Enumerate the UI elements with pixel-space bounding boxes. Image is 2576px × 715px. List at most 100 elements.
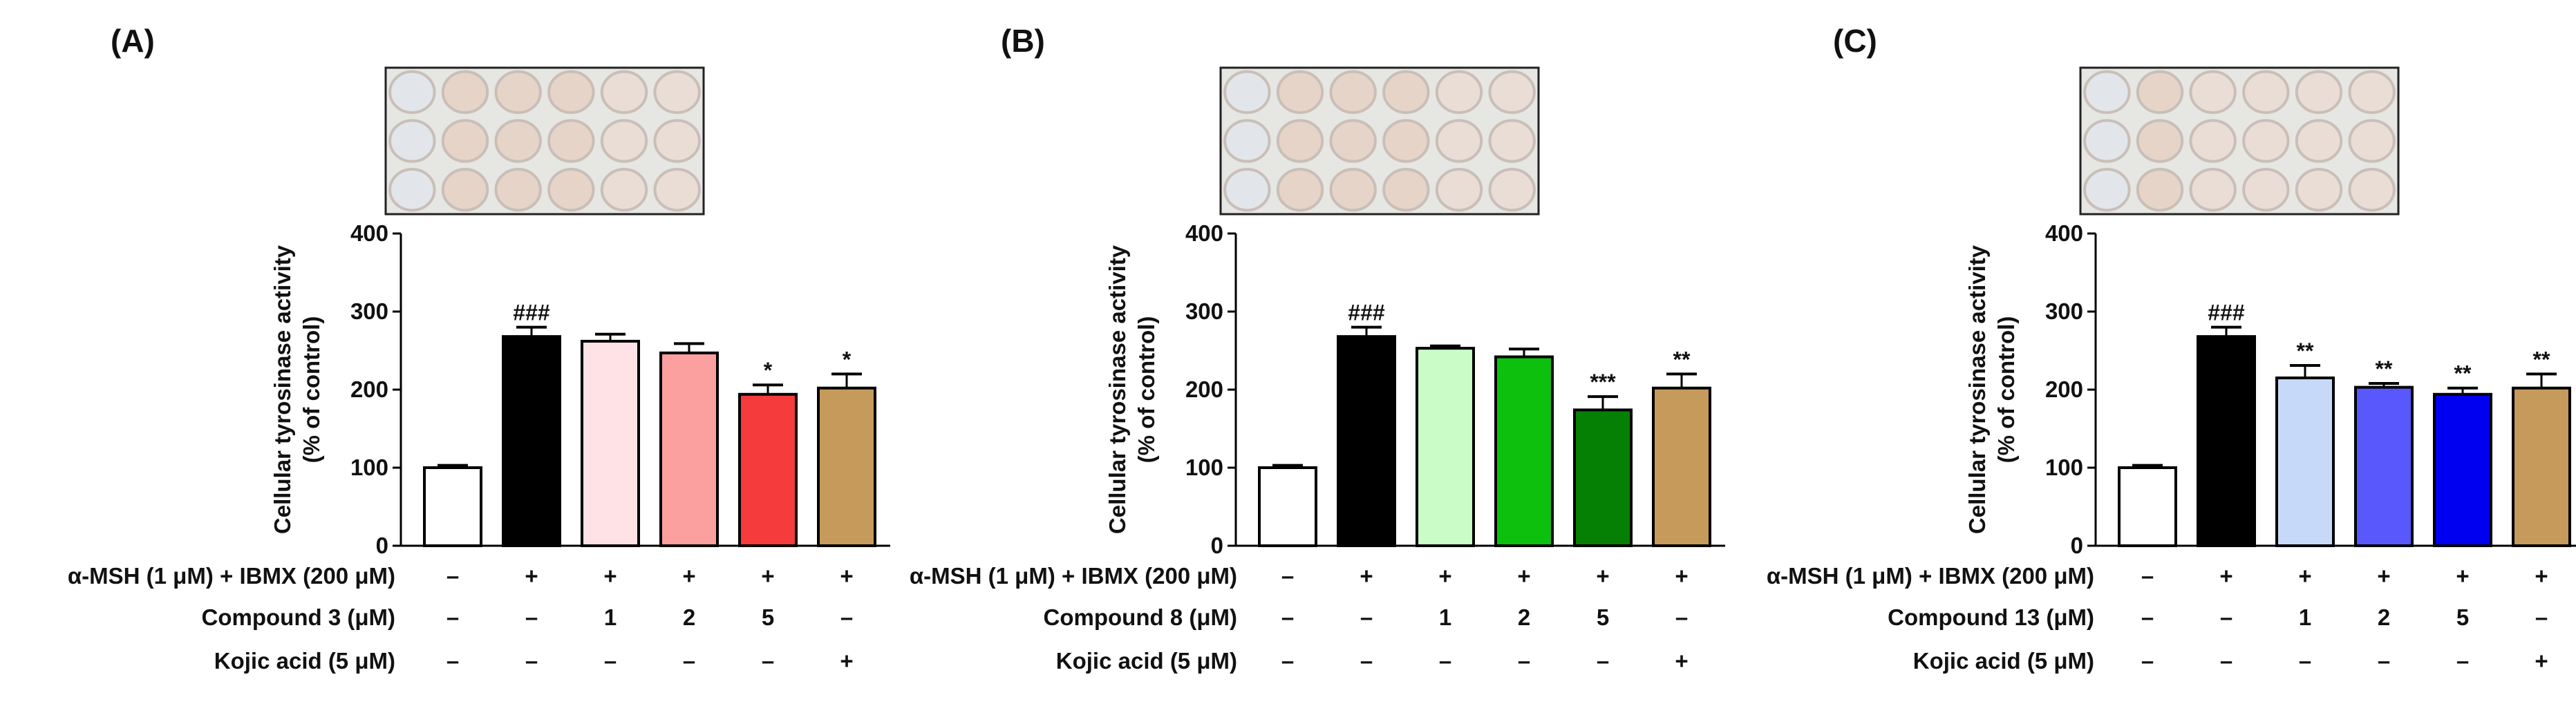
table-cell: – [2456,648,2469,674]
bar [2433,392,2492,548]
table-cell: 1 [1439,604,1451,630]
table-cell: 2 [1518,604,1530,630]
plate-well [441,167,489,212]
plate-well [1435,119,1483,163]
bar [1573,408,1633,547]
table-cell: + [840,648,853,674]
plate-well [547,167,595,212]
y-tick-label: 400 [2045,220,2083,246]
table-row-label: Kojic acid (5 μM) [1056,648,1237,674]
y-tick-label: 0 [376,533,388,558]
table-cell: 2 [683,604,695,630]
plate-well [1223,119,1271,163]
table-row-label: Compound 8 (μM) [1044,604,1237,630]
bar [1337,335,1396,547]
significance-label: ** [2454,361,2472,386]
table-cell: + [2298,563,2311,589]
y-axis-subtitle: (% of control) [299,316,324,464]
bar [502,335,561,547]
table-cell: – [2141,563,2154,589]
bar [581,339,640,547]
bar [2197,335,2256,547]
plate-well [1382,167,1430,212]
plate-well [2136,167,2184,212]
y-tick-label: 100 [1185,455,1223,480]
table-cell: + [1675,563,1688,589]
table-cell: + [603,563,617,589]
bar [817,386,876,547]
plate-well [494,119,542,163]
plate-well [2189,70,2237,115]
table-cell: + [761,563,774,589]
significance-label: * [843,347,852,372]
plate-well [1435,70,1483,115]
panel-label: (C) [1833,23,1877,59]
plate-well [600,119,648,163]
y-tick-label: 400 [1185,220,1223,246]
plate-well [653,70,701,115]
bar [738,392,798,548]
plate-well [2083,119,2131,163]
plate-well [1276,119,1324,163]
significance-label: ** [2533,347,2550,372]
table-cell: + [682,563,695,589]
plate-well [1276,167,1324,212]
plate-well [1488,70,1536,115]
y-tick-label: 300 [2045,298,2083,324]
table-cell: 5 [762,604,774,630]
table-cell: 5 [1597,604,1609,630]
plate-well [2242,119,2290,163]
panel-label: (B) [1001,23,1045,59]
plate-photo [1219,66,1540,216]
significance-label: ### [2208,301,2245,325]
plate-well [2295,167,2343,212]
plate-well [2083,167,2131,212]
table-cell: – [2299,648,2311,674]
table-cell: + [1517,563,1530,589]
table-cell: + [2535,648,2548,674]
bar [1258,466,1317,547]
plate-well [1488,119,1536,163]
plate-well [1329,119,1377,163]
plate-well [2136,70,2184,115]
y-tick-label: 200 [350,376,388,402]
table-cell: – [683,648,695,674]
plate-well [600,167,648,212]
plate-well [547,70,595,115]
table-cell: 1 [604,604,617,630]
table-cell: – [446,563,459,589]
table-cell: – [1518,648,1530,674]
plate-well [2348,70,2396,115]
table-cell: – [525,648,538,674]
table-cell: – [2535,604,2548,630]
plate-well [441,119,489,163]
plate-well [600,70,648,115]
plate-well [2348,119,2396,163]
bar [2354,385,2414,547]
plate-well [494,70,542,115]
table-cell: + [2456,563,2469,589]
plate-well [1382,70,1430,115]
table-cell: – [1360,604,1373,630]
plate-well [653,167,701,212]
table-cell: + [525,563,538,589]
table-cell: + [1438,563,1451,589]
bar [659,351,719,547]
plate-well [388,70,436,115]
y-axis-subtitle: (% of control) [1134,316,1159,464]
significance-label: ### [513,301,550,325]
plate-well [2242,70,2290,115]
y-tick-label: 100 [350,455,388,480]
table-cell: + [2535,563,2548,589]
bar [2118,466,2177,547]
plate-well [1223,70,1271,115]
plate-well [388,167,436,212]
table-cell: – [762,648,774,674]
plate-well [2189,119,2237,163]
table-cell: – [446,604,459,630]
table-cell: – [446,648,459,674]
plate-well [2083,70,2131,115]
table-row-label: α-MSH (1 μM) + IBMX (200 μM) [910,563,1237,589]
y-tick-label: 200 [2045,376,2083,402]
y-axis-title: Cellular tyrosinase activity [1104,245,1130,534]
